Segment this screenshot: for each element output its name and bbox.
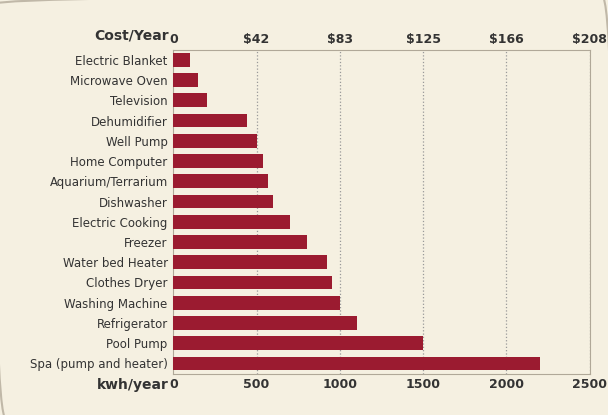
Bar	[173, 255, 326, 269]
Bar	[173, 235, 306, 249]
Bar	[173, 114, 247, 127]
Bar	[173, 154, 263, 168]
Bar	[173, 336, 423, 350]
Bar	[173, 276, 331, 289]
Bar	[173, 53, 190, 67]
Bar	[173, 73, 198, 87]
Bar	[173, 356, 540, 370]
Bar	[173, 93, 207, 107]
Text: Cost/Year: Cost/Year	[94, 28, 169, 42]
Text: kwh/year: kwh/year	[97, 378, 169, 392]
Bar	[173, 195, 273, 208]
Bar	[173, 134, 257, 148]
Bar	[173, 174, 268, 188]
Bar	[173, 296, 340, 310]
Bar	[173, 215, 290, 229]
Bar	[173, 316, 356, 330]
